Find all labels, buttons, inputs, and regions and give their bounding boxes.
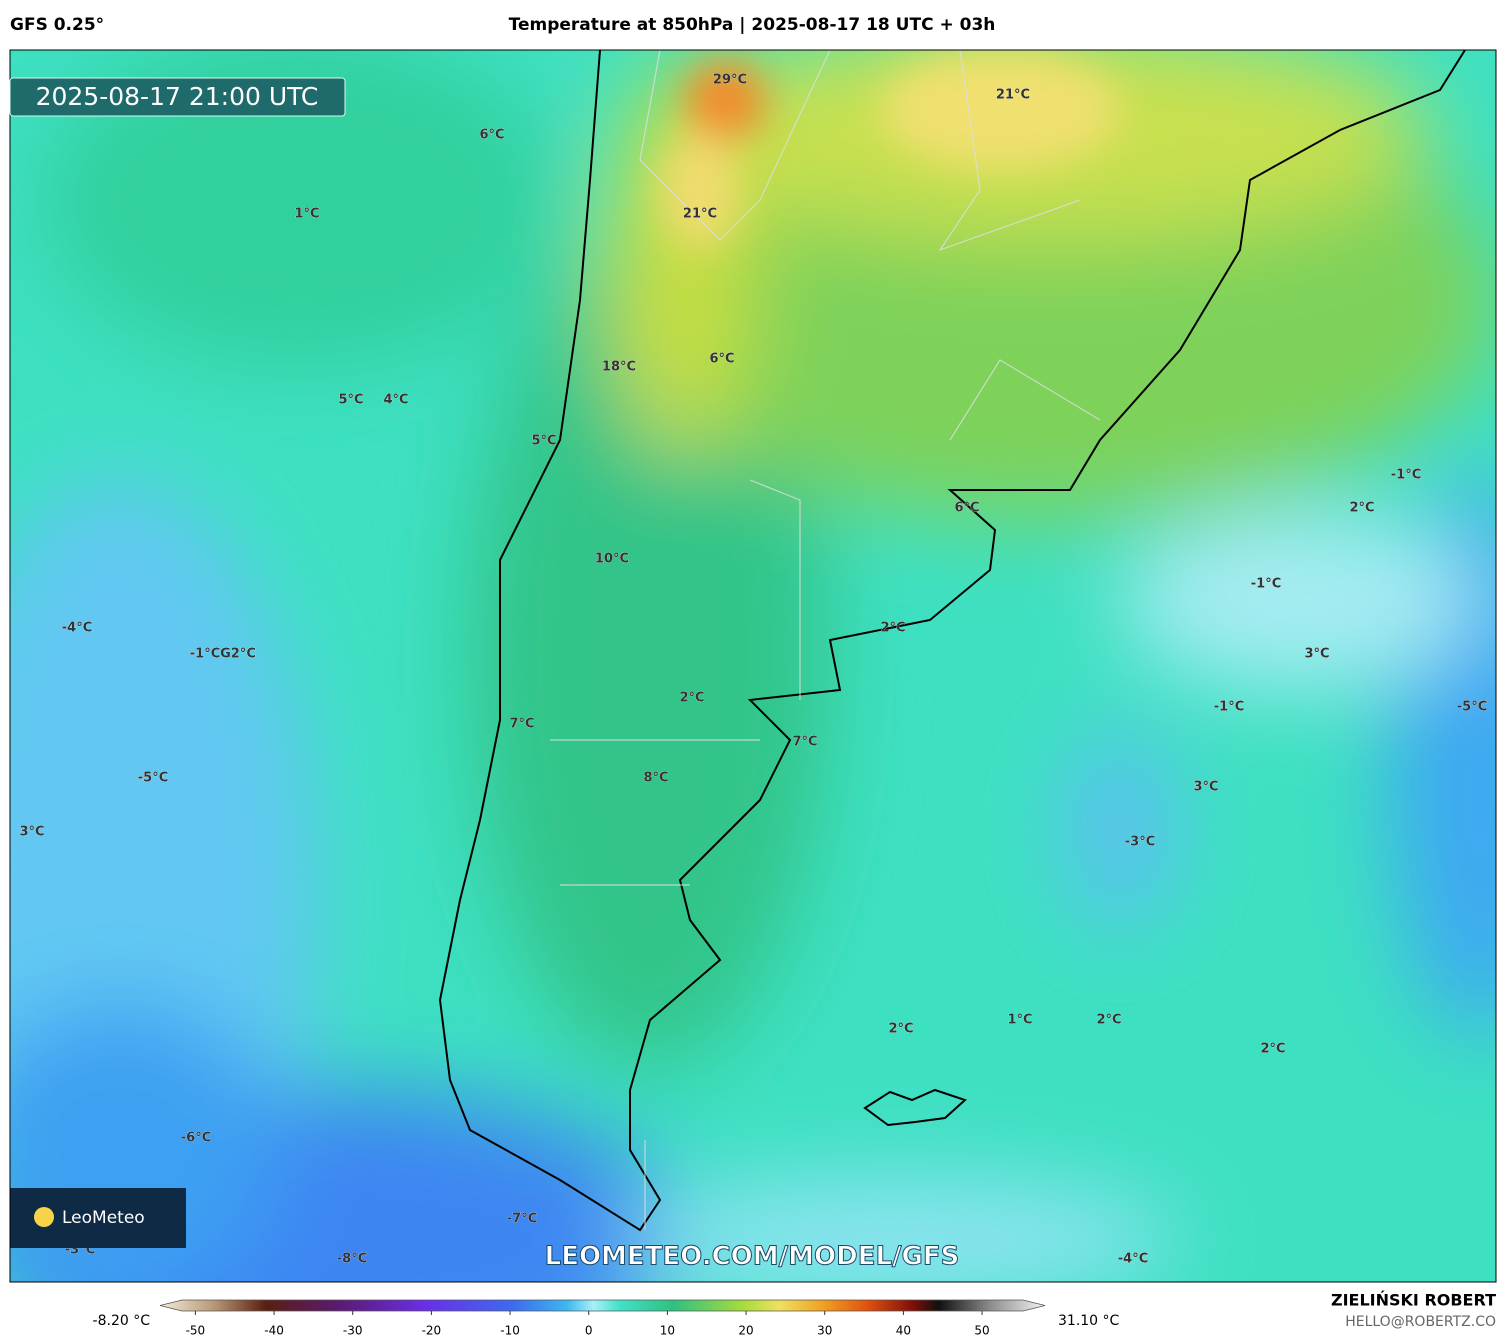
watermark: LEOMETEO.COM/MODEL/GFS	[545, 1242, 960, 1272]
temperature-label: -4°C	[1118, 1252, 1148, 1267]
temperature-label: -5°C	[1457, 700, 1487, 715]
valid-time: 2025-08-17 21:00 UTC	[36, 82, 319, 111]
colorbar-tick-label: 0	[585, 1324, 593, 1338]
colorbar-tick-label: 10	[660, 1324, 675, 1338]
colorbar-max: 31.10 °C	[1058, 1313, 1120, 1329]
temperature-label: G2°C	[220, 647, 256, 662]
map-title: Temperature at 850hPa | 2025-08-17 18 UT…	[509, 15, 996, 35]
colorbar-tick-label: 40	[896, 1324, 911, 1338]
model-name: GFS 0.25°	[10, 15, 104, 35]
temperature-label: -6°C	[181, 1131, 211, 1146]
temperature-label: 10°C	[595, 552, 629, 567]
colorbar-min: -8.20 °C	[93, 1313, 151, 1329]
colorbar-tick-label: 30	[817, 1324, 832, 1338]
temperature-label: 2°C	[1349, 501, 1374, 516]
temperature-label: 4°C	[383, 393, 408, 408]
temperature-label: 18°C	[602, 360, 636, 375]
colorbar: -50 -40 -30 -20 -10 0 10 20 30 40 50	[159, 1299, 1046, 1338]
temperature-label: 2°C	[1096, 1013, 1121, 1028]
temperature-label: 5°C	[531, 434, 556, 449]
temperature-label: 3°C	[19, 825, 44, 840]
author: ZIELIŃSKI ROBERT	[1331, 1291, 1496, 1310]
colorbar-tick-label: -40	[264, 1324, 284, 1338]
temperature-label: 2°C	[679, 691, 704, 706]
temperature-label: 21°C	[996, 88, 1030, 103]
colorbar-tick-label: -20	[422, 1324, 442, 1338]
temperature-label: 2°C	[1260, 1042, 1285, 1057]
temperature-label: -1°C	[190, 647, 220, 662]
temperature-label: -8°C	[337, 1252, 367, 1267]
logo-text: LeoMeteo	[62, 1208, 145, 1228]
temperature-label: -1°C	[1214, 700, 1244, 715]
colorbar-tick-label: 50	[974, 1324, 989, 1338]
temperature-label: 8°C	[643, 771, 668, 786]
temperature-label: -3°C	[1125, 835, 1155, 850]
temperature-label: -1°C	[1251, 577, 1281, 592]
colorbar-tick-label: -30	[343, 1324, 363, 1338]
colorbar-tick-label: 20	[738, 1324, 753, 1338]
email: HELLO@ROBERTZ.CO	[1345, 1314, 1496, 1330]
temperature-label: 2°C	[880, 621, 905, 636]
temperature-label: 7°C	[509, 717, 534, 732]
temperature-label: 2°C	[888, 1022, 913, 1037]
colorbar-tick-label: -10	[500, 1324, 520, 1338]
temperature-label: 21°C	[683, 207, 717, 222]
temperature-label: 6°C	[479, 128, 504, 143]
temperature-label: -5°C	[138, 771, 168, 786]
temperature-field: 29°C 21°C 6°C 1°C 21°C 18°C 6°C 5°C 4°C 5°C -1°C 2°…	[10, 50, 1496, 1282]
temperature-label: 3°C	[1304, 647, 1329, 662]
colorbar-bar	[159, 1299, 1046, 1312]
temperature-label: -7°C	[507, 1212, 537, 1227]
temperature-label: 1°C	[294, 207, 319, 222]
temperature-label: 3°C	[1193, 780, 1218, 795]
temperature-label: 29°C	[713, 73, 747, 88]
temperature-label: 7°C	[792, 735, 817, 750]
temperature-label: 5°C	[338, 393, 363, 408]
temperature-label: 1°C	[1007, 1013, 1032, 1028]
temperature-label: 6°C	[709, 352, 734, 367]
temperature-label: -4°C	[62, 621, 92, 636]
colorbar-tick-label: -50	[186, 1324, 206, 1338]
temperature-label: -1°C	[1391, 468, 1421, 483]
temperature-label: 6°C	[954, 501, 979, 516]
